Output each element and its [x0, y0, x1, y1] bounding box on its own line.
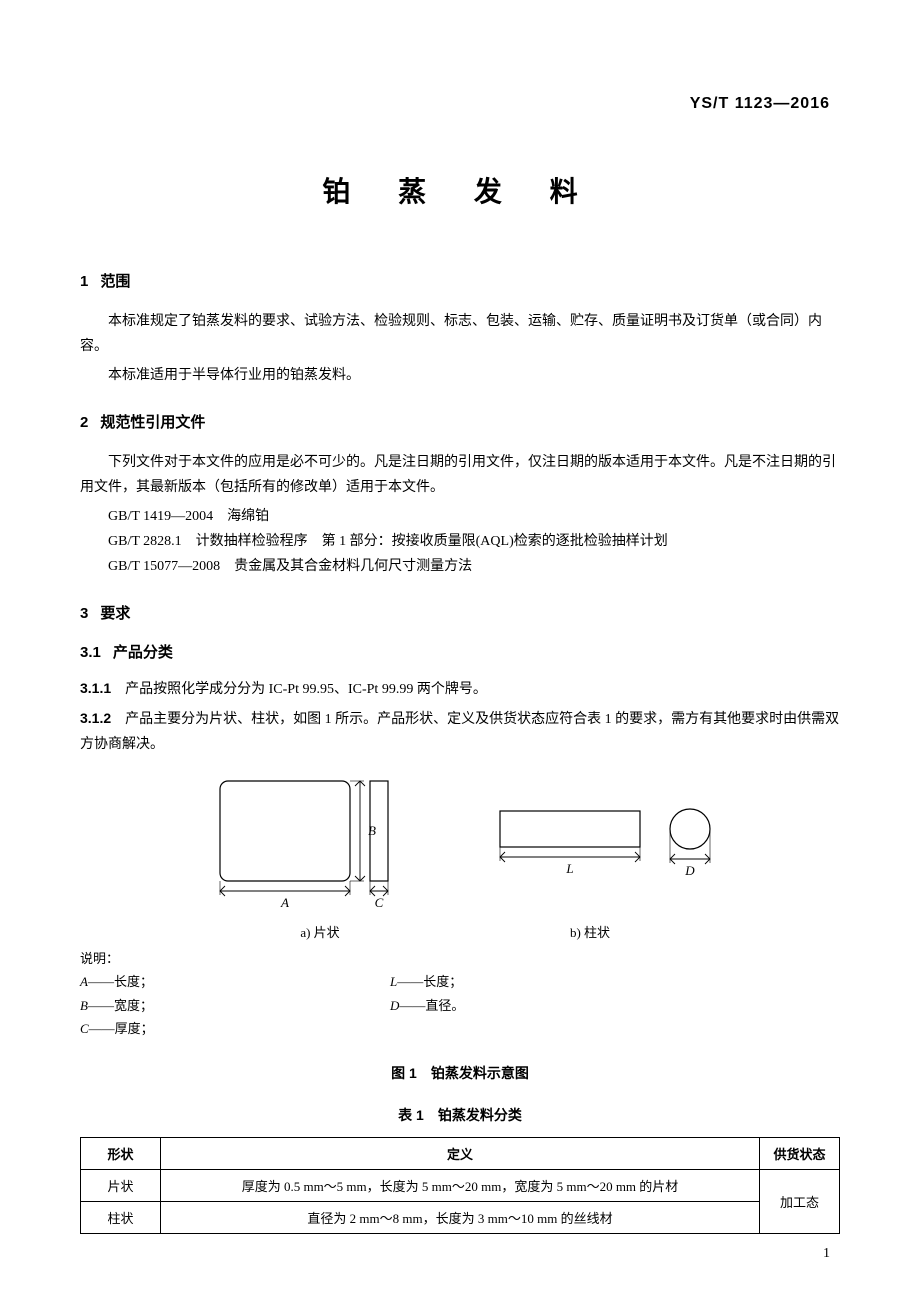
- table-row: 柱状 直径为 2 mm～8 mm，长度为 3 mm～10 mm 的丝线材: [81, 1201, 840, 1233]
- svg-text:B: B: [368, 823, 376, 838]
- table-row: 片状 厚度为 0.5 mm～5 mm，长度为 5 mm～20 mm，宽度为 5 …: [81, 1169, 840, 1201]
- clause-3-1-2-text: 产品主要分为片状、柱状，如图 1 所示。产品形状、定义及供货状态应符合表 1 的…: [80, 712, 839, 752]
- table-row: 形状 定义 供货状态: [81, 1137, 840, 1169]
- svg-text:C: C: [375, 895, 384, 910]
- figure-1-legend: 说明： A——长度； L——长度； B——宽度； D——直径。 C——厚度；: [80, 947, 840, 1041]
- svg-text:A: A: [280, 895, 289, 910]
- table-1-title: 表 1 铂蒸发料分类: [80, 1105, 840, 1125]
- figure-1-caption-a: a) 片状: [220, 922, 420, 941]
- cell-def-0: 厚度为 0.5 mm～5 mm，长度为 5 mm～20 mm，宽度为 5 mm～…: [161, 1169, 760, 1201]
- section-1-num: 1: [80, 273, 88, 290]
- reference-1: GB/T 1419—2004 海绵铂: [80, 504, 840, 529]
- section-3-header: 3 要求: [80, 602, 840, 623]
- section-2-header: 2 规范性引用文件: [80, 411, 840, 432]
- para-1a: 本标准规定了铂蒸发料的要求、试验方法、检验规则、标志、包装、运输、贮存、质量证明…: [80, 309, 840, 359]
- section-3-title: 要求: [100, 605, 130, 622]
- cell-shape-0: 片状: [81, 1169, 161, 1201]
- section-2-title: 规范性引用文件: [100, 414, 205, 431]
- clause-3-1-2-num: 3.1.2: [80, 710, 111, 726]
- section-3-num: 3: [80, 605, 88, 622]
- document-id: YS/T 1123—2016: [690, 95, 830, 113]
- clause-3-1-1-text: 产品按照化学成分分为 IC-Pt 99.95、IC-Pt 99.99 两个牌号。: [125, 682, 487, 697]
- table-header-definition: 定义: [161, 1137, 760, 1169]
- para-1b: 本标准适用于半导体行业用的铂蒸发料。: [80, 363, 840, 388]
- figure-1-caption-b: b) 柱状: [480, 922, 700, 941]
- subsection-3-1-title: 产品分类: [113, 644, 173, 661]
- subsection-3-1-num: 3.1: [80, 644, 101, 661]
- legend-header: 说明：: [80, 947, 840, 970]
- page-number: 1: [823, 1246, 830, 1262]
- clause-3-1-2: 3.1.2 产品主要分为片状、柱状，如图 1 所示。产品形状、定义及供货状态应符…: [80, 706, 840, 757]
- legend-A-sym: A: [80, 974, 88, 989]
- para-2a: 下列文件对于本文件的应用是必不可少的。凡是注日期的引用文件，仅注日期的版本适用于…: [80, 450, 840, 500]
- svg-text:D: D: [684, 863, 695, 878]
- section-1-header: 1 范围: [80, 270, 840, 291]
- clause-3-1-1: 3.1.1 产品按照化学成分分为 IC-Pt 99.95、IC-Pt 99.99…: [80, 676, 840, 702]
- figure-1-svg: A B C L D: [200, 771, 720, 911]
- cell-def-1: 直径为 2 mm～8 mm，长度为 3 mm～10 mm 的丝线材: [161, 1201, 760, 1233]
- figure-1-title: 图 1 铂蒸发料示意图: [80, 1063, 840, 1083]
- table-1: 形状 定义 供货状态 片状 厚度为 0.5 mm～5 mm，长度为 5 mm～2…: [80, 1137, 840, 1234]
- reference-2: GB/T 2828.1 计数抽样检验程序 第 1 部分：按接收质量限(AQL)检…: [80, 529, 840, 554]
- clause-3-1-1-num: 3.1.1: [80, 680, 111, 696]
- figure-1-captions: a) 片状 b) 柱状: [80, 922, 840, 941]
- legend-B-sym: B: [80, 998, 88, 1013]
- table-header-status: 供货状态: [760, 1137, 840, 1169]
- section-1-title: 范围: [100, 273, 130, 290]
- legend-C-sym: C: [80, 1021, 89, 1036]
- svg-text:L: L: [565, 861, 573, 876]
- section-2-num: 2: [80, 414, 88, 431]
- subsection-3-1-header: 3.1 产品分类: [80, 641, 840, 662]
- main-title: 铂 蒸 发 料: [80, 170, 840, 210]
- cell-shape-1: 柱状: [81, 1201, 161, 1233]
- cell-status-merged: 加工态: [760, 1169, 840, 1233]
- table-header-shape: 形状: [81, 1137, 161, 1169]
- reference-3: GB/T 15077—2008 贵金属及其合金材料几何尺寸测量方法: [80, 554, 840, 579]
- figure-1: A B C L D a) 片状 b) 柱状: [80, 771, 840, 941]
- legend-D-sym: D: [390, 998, 399, 1013]
